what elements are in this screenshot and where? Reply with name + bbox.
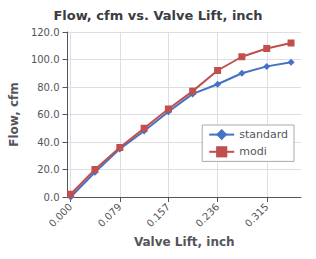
svg-text:modi: modi [239, 145, 266, 158]
svg-text:0.236: 0.236 [193, 201, 221, 229]
svg-text:Flow, cfm vs. Valve Lift, inch: Flow, cfm vs. Valve Lift, inch [53, 8, 262, 23]
svg-text:0.000: 0.000 [47, 201, 75, 229]
svg-text:120.0: 120.0 [31, 27, 60, 38]
svg-text:Flow, cfm: Flow, cfm [7, 82, 21, 146]
svg-text:0.079: 0.079 [96, 201, 124, 229]
svg-text:100.0: 100.0 [31, 54, 60, 65]
svg-text:20.0: 20.0 [37, 164, 59, 175]
svg-text:0.157: 0.157 [144, 201, 172, 229]
svg-text:standard: standard [239, 128, 288, 141]
svg-text:0.0: 0.0 [44, 192, 60, 203]
svg-text:40.0: 40.0 [37, 137, 59, 148]
svg-text:60.0: 60.0 [37, 109, 59, 120]
svg-text:Valve Lift, inch: Valve Lift, inch [134, 235, 235, 249]
svg-text:80.0: 80.0 [37, 82, 59, 93]
svg-text:0.315: 0.315 [243, 201, 271, 229]
